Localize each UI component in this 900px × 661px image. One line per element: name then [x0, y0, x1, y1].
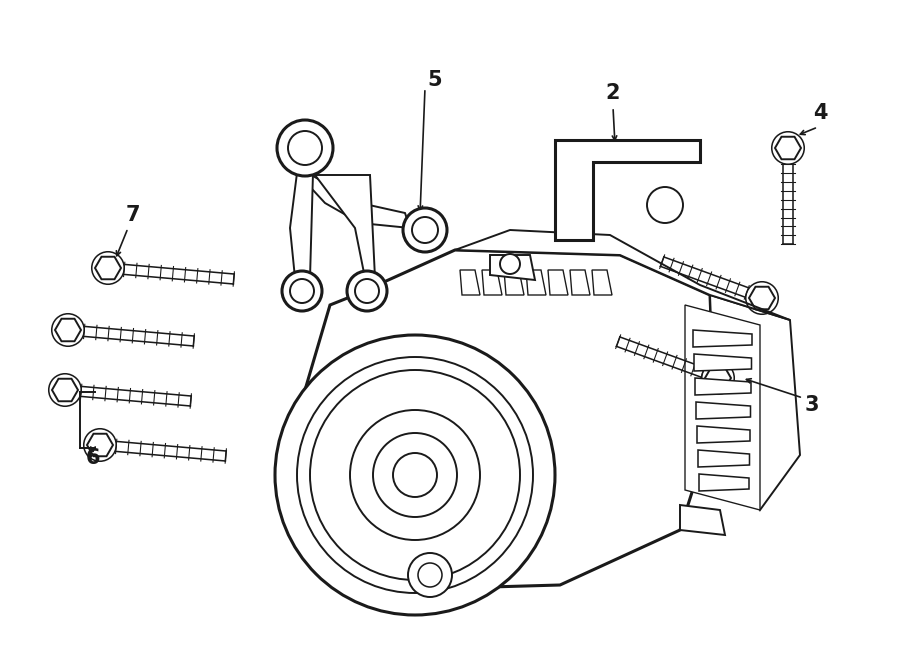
Polygon shape — [526, 270, 546, 295]
Polygon shape — [548, 270, 568, 295]
Circle shape — [288, 131, 322, 165]
Circle shape — [310, 370, 520, 580]
Text: 5: 5 — [428, 70, 442, 90]
Polygon shape — [482, 270, 502, 295]
Polygon shape — [592, 270, 612, 295]
Polygon shape — [694, 354, 751, 371]
Polygon shape — [697, 426, 750, 443]
Circle shape — [403, 208, 447, 252]
Circle shape — [290, 279, 314, 303]
Circle shape — [408, 553, 452, 597]
Circle shape — [350, 410, 480, 540]
Circle shape — [355, 279, 379, 303]
Polygon shape — [698, 450, 750, 467]
Circle shape — [282, 271, 322, 311]
Text: 3: 3 — [805, 395, 819, 415]
Circle shape — [647, 187, 683, 223]
Text: 1: 1 — [328, 466, 342, 486]
Circle shape — [275, 335, 555, 615]
Text: 2: 2 — [606, 83, 620, 103]
Polygon shape — [699, 474, 749, 491]
Polygon shape — [455, 230, 790, 320]
Polygon shape — [685, 305, 760, 510]
Text: 7: 7 — [126, 205, 140, 225]
Polygon shape — [680, 505, 725, 535]
Polygon shape — [300, 176, 410, 228]
Circle shape — [347, 271, 387, 311]
Polygon shape — [570, 270, 590, 295]
Polygon shape — [315, 175, 375, 278]
Text: 6: 6 — [86, 448, 100, 468]
Circle shape — [277, 120, 333, 176]
Circle shape — [418, 563, 442, 587]
Circle shape — [412, 217, 438, 243]
Polygon shape — [400, 457, 430, 493]
Polygon shape — [460, 270, 480, 295]
Circle shape — [393, 453, 437, 497]
Circle shape — [297, 357, 533, 593]
Polygon shape — [504, 270, 524, 295]
Polygon shape — [290, 173, 313, 278]
Circle shape — [373, 433, 457, 517]
Polygon shape — [555, 140, 700, 240]
Polygon shape — [693, 330, 752, 347]
Polygon shape — [710, 295, 800, 510]
Polygon shape — [696, 402, 751, 419]
Polygon shape — [695, 378, 751, 395]
Polygon shape — [305, 250, 715, 590]
Polygon shape — [490, 255, 535, 280]
Text: 4: 4 — [813, 103, 827, 123]
Circle shape — [500, 254, 520, 274]
